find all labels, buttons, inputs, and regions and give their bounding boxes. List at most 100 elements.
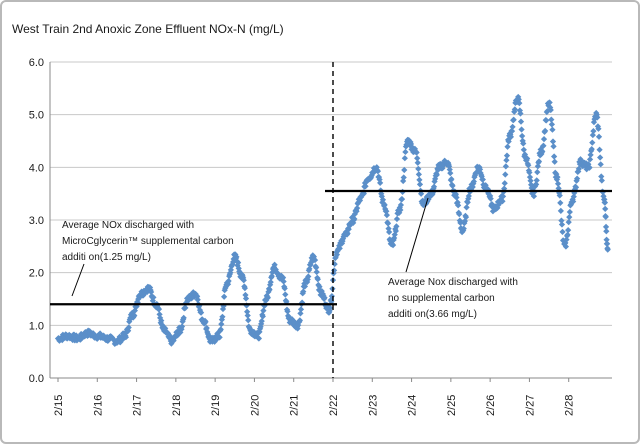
data-point — [566, 214, 573, 221]
data-point — [284, 308, 291, 315]
y-axis-ticks: 0.0 1.0 2.0 3.0 4.0 5.0 6.0 — [29, 57, 44, 385]
annotation-text: additi on(3.66 mg/L) — [388, 309, 477, 320]
annotation-leader — [405, 197, 429, 273]
y-tick-label: 4.0 — [29, 162, 44, 174]
annotation-text: no supplemental carbon — [388, 293, 495, 304]
data-point — [602, 213, 609, 221]
data-point — [354, 204, 361, 212]
data-point — [534, 168, 541, 176]
data-point — [260, 307, 267, 314]
data-point — [551, 153, 558, 160]
x-tick-label: 2/28 — [564, 395, 576, 416]
data-point — [502, 171, 509, 178]
x-tick-label: 2/15 — [53, 395, 65, 416]
data-point — [543, 117, 550, 124]
data-point — [589, 139, 596, 146]
data-point — [259, 313, 266, 320]
data-point — [509, 123, 516, 130]
y-tick-label: 1.0 — [29, 320, 44, 332]
data-point — [383, 212, 390, 219]
data-point — [548, 121, 555, 128]
data-point — [559, 228, 566, 235]
data-point — [416, 181, 424, 188]
annotation-text: MicroCglycerin™ supplemental carbon — [62, 236, 234, 247]
data-point — [414, 159, 421, 166]
data-point — [300, 288, 307, 295]
data-point — [546, 99, 553, 106]
data-point — [415, 165, 422, 172]
data-point — [517, 118, 525, 125]
data-point — [280, 278, 287, 285]
data-point — [314, 276, 321, 283]
chart-title: West Train 2nd Anoxic Zone Effluent NOx-… — [12, 22, 284, 36]
data-point — [597, 161, 604, 168]
data-point — [503, 157, 510, 164]
y-tick-label: 5.0 — [29, 110, 44, 122]
data-point — [266, 286, 273, 293]
average-lines — [50, 189, 612, 306]
data-point — [415, 171, 422, 178]
data-point — [216, 334, 223, 341]
data-point — [245, 317, 252, 324]
data-point — [279, 274, 287, 281]
x-tick-label: 2/16 — [92, 395, 104, 416]
y-tick-label: 2.0 — [29, 268, 44, 280]
data-point — [449, 182, 456, 189]
data-point — [398, 196, 406, 203]
data-point — [301, 283, 309, 290]
data-point — [565, 227, 572, 234]
data-point — [519, 132, 526, 140]
grid-lines — [49, 61, 612, 379]
y-tick-label: 0.0 — [29, 373, 44, 385]
data-point — [504, 143, 511, 150]
data-point — [520, 146, 527, 153]
data-point — [258, 317, 265, 325]
data-point — [305, 273, 312, 280]
data-point — [566, 208, 573, 216]
data-point — [296, 317, 303, 324]
data-point — [268, 273, 275, 280]
x-tick-label: 2/17 — [132, 395, 144, 416]
data-point — [267, 278, 274, 286]
data-point — [602, 205, 609, 212]
annotation-text: additi on(1.25 mg/L) — [62, 252, 151, 263]
data-point — [463, 204, 470, 211]
data-point — [194, 296, 201, 303]
x-tick-label: 2/24 — [407, 395, 419, 416]
data-point — [316, 283, 323, 290]
x-tick-label: 2/26 — [485, 395, 497, 416]
annotation-no-supplemental: Average Nox discharged with no supplement… — [388, 197, 518, 320]
x-tick-label: 2/20 — [249, 395, 261, 416]
x-tick-label: 2/19 — [210, 395, 222, 416]
data-point — [558, 221, 566, 228]
data-point — [518, 126, 525, 133]
data-point — [182, 304, 189, 311]
data-point — [221, 293, 228, 300]
data-point — [596, 146, 603, 153]
data-point — [510, 116, 517, 123]
data-point — [281, 285, 288, 292]
data-point — [502, 163, 509, 170]
data-point — [549, 138, 557, 145]
data-point — [603, 228, 610, 235]
data-point — [455, 202, 462, 209]
data-point — [549, 126, 556, 133]
annotation-supplemental: Average NOx discharged with MicroCglyceri… — [62, 220, 234, 297]
data-point — [131, 312, 138, 319]
data-point — [401, 155, 408, 162]
data-point — [321, 294, 328, 301]
data-point — [548, 116, 555, 123]
data-point — [402, 148, 409, 156]
data-point — [595, 133, 603, 140]
data-point — [264, 294, 272, 301]
x-tick-label: 2/18 — [171, 395, 183, 416]
data-point — [430, 183, 438, 190]
annotations: Average NOx discharged with MicroCglyceri… — [62, 197, 518, 320]
data-point — [550, 143, 557, 150]
data-point — [557, 207, 564, 214]
x-tick-label: 2/25 — [446, 395, 458, 416]
data-point — [551, 158, 558, 165]
data-point — [533, 177, 540, 184]
